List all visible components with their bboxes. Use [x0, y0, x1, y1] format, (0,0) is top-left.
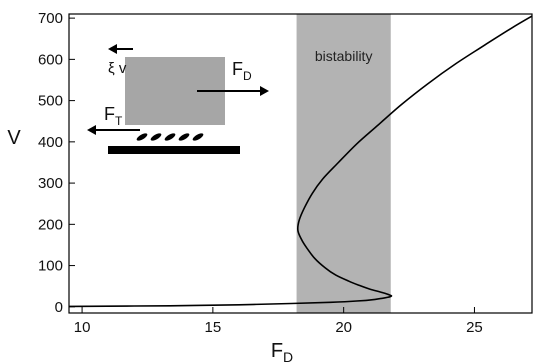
- x-axis-label: FD: [271, 340, 293, 364]
- x-tick-label-10: 10: [74, 319, 91, 336]
- y-tick-label-400: 400: [38, 134, 63, 151]
- x-axis-ticks: 10 15 20 25: [74, 307, 483, 336]
- friction-label: ξ v: [108, 60, 127, 77]
- drive-force-main: F: [232, 59, 243, 79]
- arrow-drive: [197, 86, 269, 96]
- y-tick-label-600: 600: [38, 51, 63, 68]
- y-tick-label-700: 700: [38, 10, 63, 27]
- tension-force-main: F: [104, 104, 115, 124]
- drive-force-sub: D: [243, 69, 252, 83]
- arrow-tension: [87, 125, 140, 135]
- velocity-curve: [68, 15, 533, 308]
- y-axis-label: V: [7, 127, 21, 149]
- bond-springs: [136, 133, 204, 141]
- y-tick-label-300: 300: [38, 175, 63, 192]
- y-tick-label-100: 100: [38, 258, 63, 275]
- x-tick-label-15: 15: [205, 319, 222, 336]
- x-tick-label-20: 20: [335, 319, 352, 336]
- plot-frame: [68, 13, 533, 314]
- drive-force-label: FD: [232, 59, 252, 83]
- y-tick-label-500: 500: [38, 93, 63, 110]
- bond-5: [192, 133, 204, 141]
- x-tick-label-25: 25: [466, 319, 483, 336]
- arrow-friction: [108, 44, 133, 54]
- tension-force-label: FT: [104, 104, 123, 128]
- tension-force-sub: T: [115, 114, 123, 128]
- bond-1: [136, 133, 148, 141]
- y-tick-label-0: 0: [55, 299, 63, 316]
- substrate-bar: [108, 146, 240, 154]
- bond-3: [164, 133, 176, 141]
- bistability-region: [296, 14, 391, 313]
- y-axis-ticks: 0 100 200 300 400 500 600 700: [38, 10, 75, 316]
- y-tick-label-200: 200: [38, 216, 63, 233]
- x-axis-label-sub: D: [283, 349, 293, 364]
- inset-schematic: ξ v FD FT: [87, 44, 269, 154]
- x-axis-label-main: F: [271, 340, 283, 362]
- bond-4: [178, 133, 190, 141]
- bond-2: [150, 133, 162, 141]
- bistability-label: bistability: [315, 48, 373, 64]
